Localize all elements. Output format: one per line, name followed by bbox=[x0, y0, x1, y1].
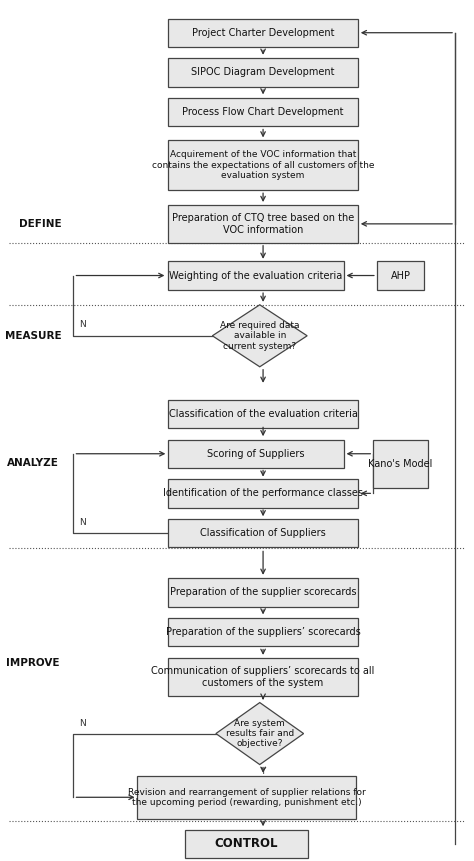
FancyBboxPatch shape bbox=[168, 140, 358, 190]
Text: Preparation of the suppliers’ scorecards: Preparation of the suppliers’ scorecards bbox=[166, 627, 360, 637]
FancyBboxPatch shape bbox=[185, 830, 308, 858]
FancyBboxPatch shape bbox=[168, 400, 358, 428]
Text: IMPROVE: IMPROVE bbox=[7, 658, 60, 668]
Text: Communication of suppliers’ scorecards to all
customers of the system: Communication of suppliers’ scorecards t… bbox=[151, 666, 375, 688]
Text: AHP: AHP bbox=[391, 270, 410, 281]
Text: Project Charter Development: Project Charter Development bbox=[192, 28, 334, 38]
FancyBboxPatch shape bbox=[168, 97, 358, 126]
Text: N: N bbox=[79, 518, 86, 527]
Text: Preparation of the supplier scorecards: Preparation of the supplier scorecards bbox=[170, 587, 356, 598]
Text: Are system
results fair and
objective?: Are system results fair and objective? bbox=[226, 719, 294, 748]
FancyBboxPatch shape bbox=[168, 58, 358, 86]
FancyBboxPatch shape bbox=[168, 440, 344, 468]
FancyBboxPatch shape bbox=[377, 261, 424, 289]
FancyBboxPatch shape bbox=[168, 579, 358, 606]
FancyBboxPatch shape bbox=[168, 18, 358, 46]
Polygon shape bbox=[212, 305, 307, 367]
Text: N: N bbox=[79, 719, 86, 728]
FancyBboxPatch shape bbox=[373, 441, 428, 487]
FancyBboxPatch shape bbox=[137, 776, 356, 819]
Text: Classification of the evaluation criteria: Classification of the evaluation criteri… bbox=[169, 409, 357, 419]
Text: Kano's Model: Kano's Model bbox=[368, 459, 433, 469]
Text: Classification of Suppliers: Classification of Suppliers bbox=[200, 528, 326, 538]
Polygon shape bbox=[216, 703, 304, 765]
FancyBboxPatch shape bbox=[168, 518, 358, 548]
Text: MEASURE: MEASURE bbox=[5, 331, 62, 341]
Text: Preparation of CTQ tree based on the
VOC information: Preparation of CTQ tree based on the VOC… bbox=[172, 213, 354, 235]
Text: Acquirement of the VOC information that
contains the expectations of all custome: Acquirement of the VOC information that … bbox=[152, 151, 374, 180]
Text: Weighting of the evaluation criteria: Weighting of the evaluation criteria bbox=[169, 270, 343, 281]
Text: Y: Y bbox=[260, 767, 266, 776]
Text: Process Flow Chart Development: Process Flow Chart Development bbox=[182, 107, 344, 117]
Text: Revision and rearrangement of supplier relations for
the upcoming period (reward: Revision and rearrangement of supplier r… bbox=[128, 788, 365, 807]
Text: SIPOC Diagram Development: SIPOC Diagram Development bbox=[191, 67, 335, 77]
Text: CONTROL: CONTROL bbox=[215, 837, 278, 851]
FancyBboxPatch shape bbox=[168, 479, 358, 508]
FancyBboxPatch shape bbox=[168, 618, 358, 646]
Text: Scoring of Suppliers: Scoring of Suppliers bbox=[207, 449, 305, 459]
FancyBboxPatch shape bbox=[168, 205, 358, 243]
Text: DEFINE: DEFINE bbox=[19, 219, 62, 229]
FancyBboxPatch shape bbox=[168, 261, 344, 289]
Text: N: N bbox=[79, 320, 86, 329]
Text: ANALYZE: ANALYZE bbox=[7, 458, 59, 468]
Text: Are required data
available in
current system?: Are required data available in current s… bbox=[220, 321, 300, 350]
Text: Identification of the performance classes: Identification of the performance classe… bbox=[163, 488, 363, 499]
FancyBboxPatch shape bbox=[168, 658, 358, 696]
